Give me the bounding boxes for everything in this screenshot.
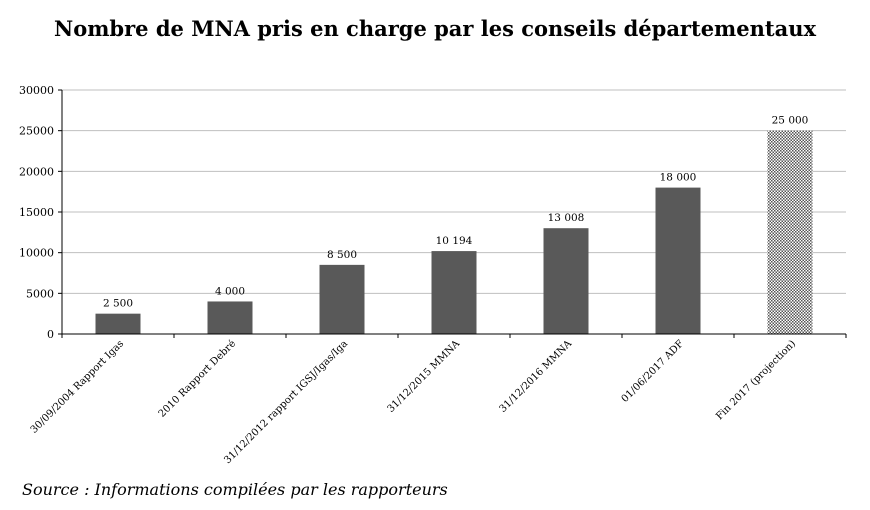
bar <box>431 251 477 334</box>
data-label: 10 194 <box>436 235 473 247</box>
data-labels: 2 500 4 000 8 500 10 194 13 008 18 000 25 000 <box>103 115 808 310</box>
bars <box>95 130 813 334</box>
y-tick-label: 25000 <box>19 125 54 138</box>
y-tick-label: 20000 <box>19 165 54 178</box>
bar-projection <box>767 130 813 334</box>
data-label: 13 008 <box>548 212 585 224</box>
x-category-label: 31/12/2016 MMNA <box>498 338 575 415</box>
bar <box>207 301 253 334</box>
x-category-label: 30/09/2004 Rapport Igas <box>29 338 126 435</box>
bar <box>543 228 589 334</box>
y-tick-label: 0 <box>47 328 54 341</box>
y-tick-label: 10000 <box>19 247 54 260</box>
y-tick-label: 30000 <box>19 84 54 97</box>
chart-title: Nombre de MNA pris en charge par les con… <box>54 16 816 41</box>
x-category-label: 31/12/2015 MMNA <box>386 338 463 415</box>
x-category-label: 31/12/2012 rapport IGSJ/Igas/Iga <box>222 338 350 466</box>
y-tick-label: 5000 <box>26 287 54 300</box>
y-axis: 0 5000 10000 15000 20000 25000 30000 <box>19 84 63 341</box>
x-category-label: 01/06/2017 ADF <box>620 338 687 405</box>
data-label: 4 000 <box>215 285 245 297</box>
source-note: Source : Informations compilées par les … <box>22 480 448 499</box>
x-category-label: Fin 2017 (projection) <box>714 338 798 422</box>
data-label: 2 500 <box>103 298 133 310</box>
data-label: 8 500 <box>327 249 357 261</box>
data-label: 25 000 <box>772 115 809 127</box>
data-label: 18 000 <box>660 172 697 184</box>
bar-chart: 0 5000 10000 15000 20000 25000 30000 2 500 4 00… <box>19 84 847 466</box>
y-tick-label: 15000 <box>19 206 54 219</box>
x-axis: 30/09/2004 Rapport Igas 2010 Rapport Debr… <box>29 333 847 466</box>
bar <box>95 313 141 334</box>
x-category-label: 2010 Rapport Debré <box>157 338 239 420</box>
bar <box>655 187 701 334</box>
bar <box>319 264 365 334</box>
